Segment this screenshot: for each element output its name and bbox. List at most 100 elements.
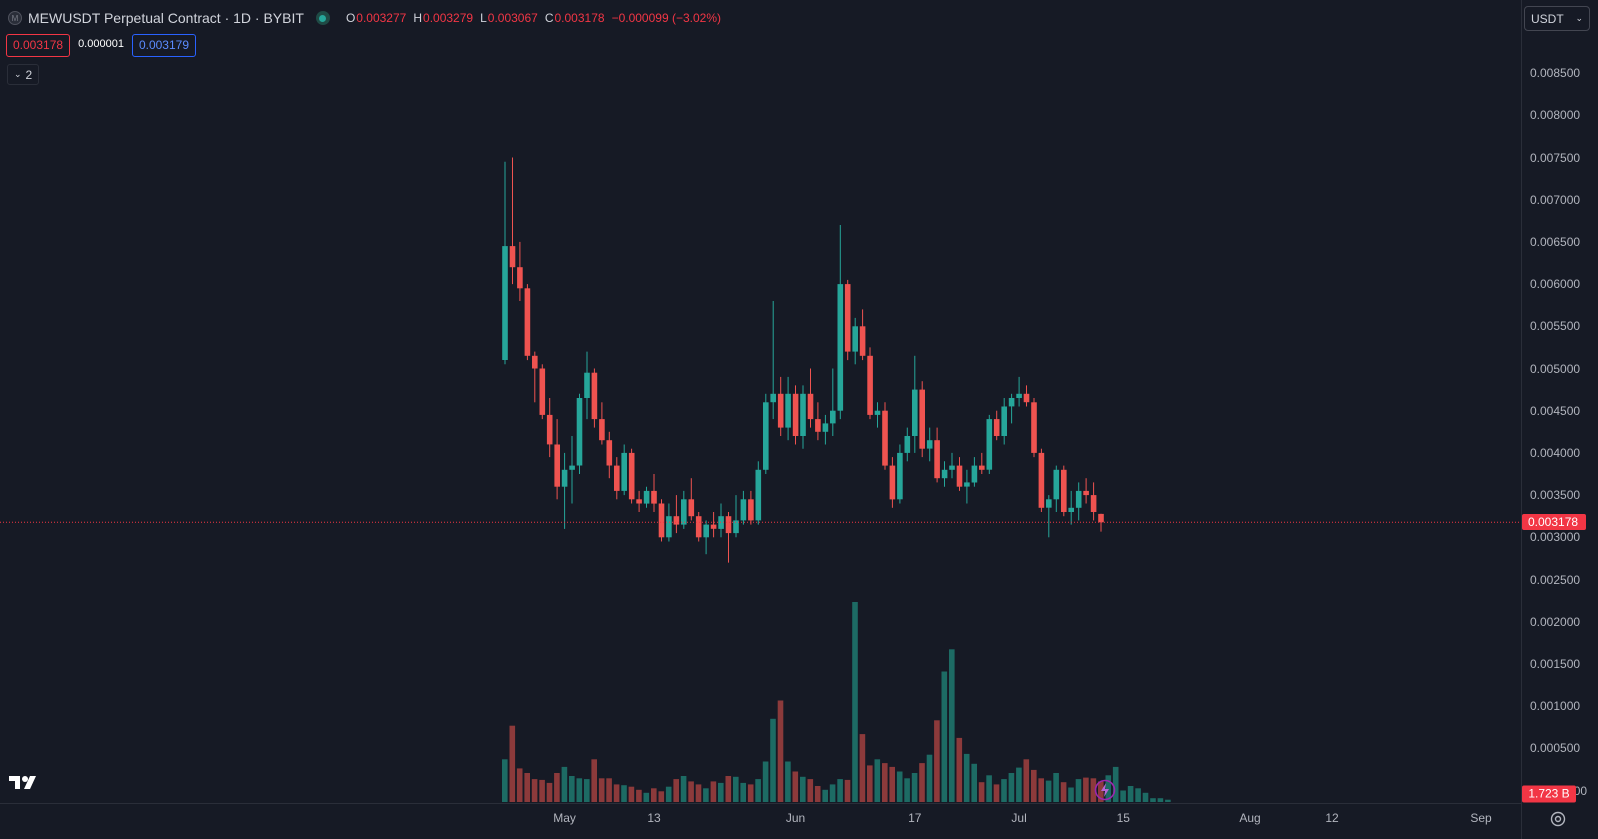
time-tick-label: 12: [1325, 811, 1339, 825]
time-tick-label: Aug: [1239, 811, 1261, 825]
candle: [1023, 385, 1030, 407]
candle: [606, 431, 613, 479]
currency-select[interactable]: USDT ⌄: [1524, 6, 1590, 31]
status-dot-icon[interactable]: [315, 11, 330, 25]
bid-ask-panel: 0.003178 0.000001 0.003179: [6, 34, 197, 57]
candle-body: [643, 490, 650, 504]
candle: [718, 503, 724, 538]
volume-bar: [963, 753, 970, 802]
candle-body: [546, 414, 553, 445]
volume-bar: [621, 785, 627, 802]
candle-body: [1098, 513, 1104, 523]
volume-bar: [837, 779, 843, 802]
candle-body: [807, 393, 814, 420]
price-tick-label: 0.001000: [1530, 699, 1581, 714]
time-axis[interactable]: [0, 803, 1521, 839]
candle: [859, 309, 866, 361]
volume-bar: [695, 784, 702, 802]
candle-body: [837, 284, 844, 411]
indicators-toggle-button[interactable]: ⌄ 2: [7, 64, 40, 85]
candle-body: [1053, 469, 1060, 500]
candle-body: [1016, 393, 1022, 398]
candle: [1075, 482, 1082, 521]
volume-bar: [613, 784, 620, 802]
candle: [1046, 495, 1052, 538]
candle: [614, 457, 620, 500]
candle: [874, 402, 881, 428]
candle-body: [874, 410, 881, 415]
volume-bar: [747, 784, 754, 802]
volume-bar: [561, 766, 568, 802]
volume-bar: [1090, 778, 1097, 802]
chevron-down-icon: ⌄: [14, 69, 22, 79]
volume-bar: [911, 773, 918, 802]
candle: [524, 284, 531, 361]
candle: [569, 436, 575, 504]
candle-body: [628, 452, 635, 500]
tradingview-logo-icon[interactable]: [8, 772, 42, 792]
volume-bar: [1001, 779, 1007, 802]
candle: [532, 351, 538, 403]
volume-bar: [852, 602, 858, 802]
candle: [912, 355, 918, 453]
candle-body: [561, 469, 568, 487]
candle: [695, 512, 702, 542]
buy-price-button[interactable]: 0.003179: [131, 34, 197, 57]
volume-bar: [1105, 775, 1112, 802]
candle-body: [703, 524, 709, 538]
candle: [919, 381, 925, 458]
volume-value-label: 1.723 B: [1522, 785, 1576, 803]
volume-bar: [941, 671, 948, 802]
price-tick-label: 0.005000: [1530, 361, 1581, 376]
volume-bar: [807, 779, 814, 802]
candle: [830, 368, 836, 436]
volume-bar: [1008, 773, 1015, 802]
candle-body: [584, 372, 590, 398]
candle-body: [852, 326, 858, 352]
symbol-title[interactable]: MEWUSDT Perpetual Contract · 1D · BYBIT: [28, 10, 304, 26]
candle-body: [979, 465, 985, 470]
volume-bar: [770, 718, 776, 802]
candle: [867, 347, 873, 420]
candle-body: [681, 499, 687, 525]
candle-body: [725, 516, 732, 534]
last-price-label: 0.003178: [1522, 514, 1586, 531]
volume-bar: [531, 779, 538, 802]
candle: [725, 512, 732, 563]
candle-body: [844, 284, 851, 352]
volume-bar: [859, 734, 866, 802]
volume-bar: [509, 725, 516, 802]
candle: [636, 490, 642, 512]
time-tick-label: Sep: [1470, 811, 1492, 825]
price-tick-label: 0.000500: [1530, 741, 1581, 756]
price-scale[interactable]: [1521, 0, 1598, 839]
candle-body: [599, 419, 605, 441]
volume-bar: [658, 791, 665, 802]
volume-bar: [516, 768, 523, 802]
candle-body: [532, 355, 538, 369]
volume-bar: [1135, 788, 1141, 802]
volume-bar: [502, 759, 508, 802]
settings-gear-icon[interactable]: [1548, 809, 1568, 829]
candle: [792, 385, 799, 445]
candle-body: [591, 372, 598, 420]
candle-body: [882, 410, 888, 466]
volume-bar: [733, 776, 739, 802]
ohlc-open-key: O: [345, 11, 356, 25]
candle: [1038, 448, 1045, 512]
volume-bar: [606, 778, 612, 802]
sell-price-button[interactable]: 0.003178: [6, 34, 71, 57]
volume-bar: [919, 763, 925, 802]
price-tick-label: 0.005500: [1530, 319, 1581, 334]
candle: [1001, 398, 1007, 445]
volume-bar: [718, 782, 724, 802]
candle-body: [733, 520, 739, 534]
candle: [770, 301, 776, 420]
candle-body: [554, 444, 560, 487]
ohlc-close-value: 0.003178: [554, 11, 605, 25]
alert-bolt-icon[interactable]: [1094, 779, 1116, 801]
volume-bar: [539, 779, 545, 802]
candle: [1031, 398, 1037, 458]
